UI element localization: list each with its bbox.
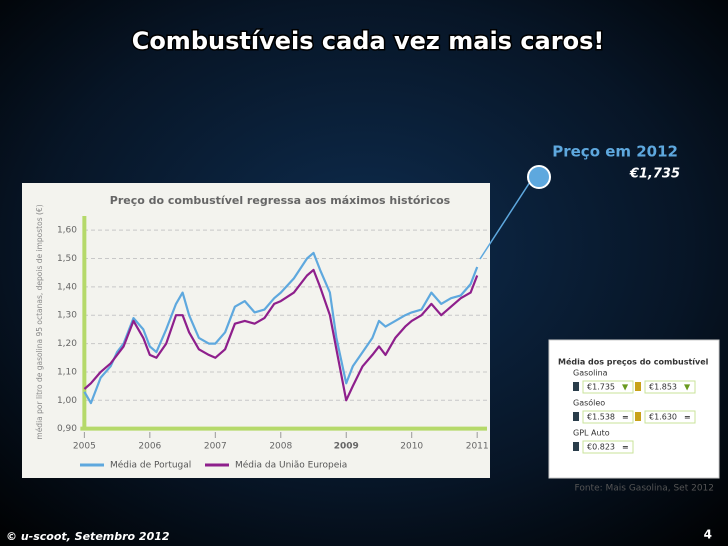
fuel-name: GPL Auto (573, 429, 610, 438)
chart-title: Preço do combustível regressa aos máximo… (110, 194, 451, 207)
y-axis-label: média por litro de gasolina 95 octanas, … (35, 204, 44, 439)
price-field (582, 440, 634, 454)
slide-title: Combustíveis cada vez mais caros! (132, 27, 605, 55)
pump-icon (635, 412, 641, 421)
series-line (83, 268, 479, 402)
annotation-label: Preço em 2012 (552, 143, 678, 161)
price-field (582, 410, 634, 424)
x-tick-label: 2006 (138, 442, 161, 452)
y-tick-label: 1,00 (57, 396, 77, 406)
x-tick-label: 2010 (400, 442, 423, 452)
x-tick-label: 2011 (466, 442, 489, 452)
price-list: Gasolina €1.735 ▼ €1.853 ▼ Gasóleo €1.538 = €1.6… (573, 369, 696, 454)
x-tick-label: 2008 (269, 442, 292, 452)
fuel-price: €1.538 (587, 413, 615, 422)
y-tick-label: 1,10 (57, 367, 77, 377)
series-line (83, 251, 479, 405)
annotation-arrow (479, 181, 531, 260)
x-tick-label: 2005 (73, 442, 96, 452)
fuel-name: Gasolina (573, 369, 608, 378)
price-trend: ▼ (684, 383, 691, 392)
footer: © u-scoot, Setembro 2012 (6, 530, 170, 543)
y-tick-label: 1,60 (57, 226, 77, 236)
y-tick-label: 1,20 (57, 339, 77, 349)
x-tick-label: 2007 (204, 442, 227, 452)
price-field (582, 380, 634, 394)
price-box (548, 339, 720, 479)
fuel-name: Gasóleo (573, 398, 605, 408)
source: Fonte: Mais Gasolina, Set 2012 (574, 484, 714, 494)
y-tick-label: 1,30 (57, 311, 77, 321)
price-trend: = (684, 413, 691, 422)
annotation-marker (527, 165, 551, 189)
plot: 0,90 1,00 1,10 1,20 1,30 1,40 1,50 1,60 2005 2006… (57, 216, 489, 471)
x-tick-label: 2009 (334, 442, 359, 452)
y-tick-label: 1,50 (57, 254, 77, 264)
pump-icon (573, 412, 579, 421)
price-field (644, 380, 696, 394)
price-field (644, 410, 696, 424)
legend-label: Média de Portugal (110, 460, 191, 471)
y-tick-label: 1,40 (57, 282, 77, 292)
legend-label: Média da União Europeia (235, 460, 347, 471)
pump-icon (635, 382, 641, 391)
fuel-price: €1.630 (649, 413, 677, 422)
pump-icon (573, 382, 579, 391)
price-trend: = (622, 443, 629, 452)
fuel-price: €1.735 (587, 383, 615, 392)
page-number: 4 (704, 528, 712, 542)
chart-panel (22, 183, 490, 478)
y-tick-label: 0,90 (57, 424, 77, 434)
price-box-title: Média dos preços do combustível (558, 357, 709, 367)
pump-icon (573, 442, 579, 451)
annotation-value: €1,735 (629, 167, 680, 182)
price-trend: ▼ (622, 383, 629, 392)
fuel-price: €0.823 (587, 443, 615, 452)
fuel-price: €1.853 (649, 383, 677, 392)
price-trend: = (622, 413, 629, 422)
